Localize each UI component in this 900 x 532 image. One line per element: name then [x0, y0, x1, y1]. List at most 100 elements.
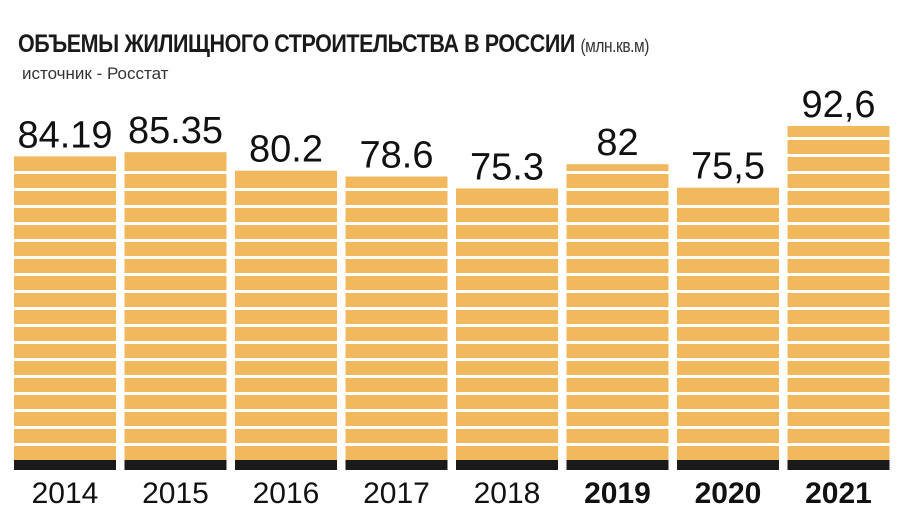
- bar-stripe: [235, 188, 337, 191]
- bar-base-2020: [677, 460, 779, 470]
- bar-stripe: [124, 375, 227, 378]
- bar-stripe: [677, 341, 779, 344]
- bar-group-2019: 82 2019: [566, 122, 669, 510]
- bar-stripe: [124, 409, 227, 412]
- bar-stripe: [14, 443, 116, 446]
- bar-stripe: [345, 324, 448, 327]
- bar-stripe: [14, 205, 116, 208]
- bar-stripe: [14, 426, 116, 429]
- bar-stripe: [124, 358, 227, 361]
- bar-stripe: [456, 222, 558, 225]
- bar-2015: [124, 152, 227, 461]
- bar-stripe: [787, 171, 890, 174]
- bar-stripe: [14, 375, 116, 378]
- bar-stripe: [235, 205, 337, 208]
- bar-stripe: [456, 375, 558, 378]
- bar-stripe: [14, 341, 116, 344]
- bar-stripe: [787, 256, 890, 259]
- bar-stripe: [345, 205, 448, 208]
- bar-stripe: [124, 307, 227, 310]
- bar-stripe: [235, 375, 337, 378]
- category-label-2019: 2019: [584, 477, 651, 510]
- bar-group-2020: 75,5 2020: [677, 146, 779, 510]
- bar-stripe: [677, 222, 779, 225]
- value-label-2020: 75,5: [691, 146, 765, 188]
- bar-stripe: [677, 443, 779, 446]
- bar-stripe: [787, 324, 890, 327]
- bar-stripe: [566, 324, 669, 327]
- bar-stripe: [677, 375, 779, 378]
- bar-stripe: [345, 307, 448, 310]
- bar-group-2016: 80.2 2016: [235, 129, 337, 510]
- bar-stripe: [235, 341, 337, 344]
- bar-stripe: [235, 222, 337, 225]
- bar-base-2014: [14, 460, 116, 470]
- bar-stripe: [124, 443, 227, 446]
- bar-stripe: [456, 307, 558, 310]
- bar-stripe: [677, 273, 779, 276]
- bar-stripe: [14, 188, 116, 191]
- bar-stripe: [14, 273, 116, 276]
- bar-stripe: [124, 239, 227, 242]
- bar-stripe: [124, 205, 227, 208]
- bar-stripe: [14, 239, 116, 242]
- category-label-2018: 2018: [474, 477, 541, 510]
- bar-stripe: [235, 443, 337, 446]
- bar-base-2017: [345, 460, 448, 470]
- bar-stripe: [566, 222, 669, 225]
- bar-stripe: [235, 324, 337, 327]
- chart-title-text: ОБЪЕМЫ ЖИЛИЩНОГО СТРОИТЕЛЬСТВА В РОССИИ: [18, 30, 575, 58]
- bar-stripe: [124, 256, 227, 259]
- value-label-2014: 84.19: [17, 114, 112, 156]
- bar-stripe: [235, 290, 337, 293]
- bar-stripe: [456, 273, 558, 276]
- bar-stripe: [14, 358, 116, 361]
- bar-stripe: [345, 409, 448, 412]
- value-label-2015: 85.35: [128, 110, 223, 152]
- bar-stripe: [677, 409, 779, 412]
- category-label-2015: 2015: [142, 477, 209, 510]
- bar-stripe: [677, 358, 779, 361]
- bar-stripe: [124, 273, 227, 276]
- bar-stripe: [787, 273, 890, 276]
- bar-stripe: [345, 239, 448, 242]
- value-label-2018: 75.3: [470, 146, 544, 188]
- bar-stripe: [235, 307, 337, 310]
- bar-stripe: [566, 239, 669, 242]
- bar-stripe: [14, 222, 116, 225]
- bar-stripe: [345, 256, 448, 259]
- bar-stripe: [787, 443, 890, 446]
- bar-stripe: [124, 222, 227, 225]
- bar-stripe: [456, 341, 558, 344]
- bar-base-2016: [235, 460, 337, 470]
- bar-stripe: [566, 256, 669, 259]
- bar-stripe: [14, 409, 116, 412]
- bar-stripe: [787, 154, 890, 157]
- bar-stripe: [235, 426, 337, 429]
- bar-stripe: [456, 358, 558, 361]
- bar-stripe: [787, 392, 890, 395]
- chart-title-units: (млн.кв.м): [580, 36, 649, 56]
- bar-stripe: [787, 375, 890, 378]
- bar-stripe: [235, 409, 337, 412]
- value-label-2017: 78.6: [360, 134, 434, 176]
- bar-stripe: [787, 222, 890, 225]
- bar-stripe: [345, 426, 448, 429]
- bar-2020: [677, 187, 779, 460]
- category-label-2020: 2020: [695, 477, 762, 510]
- bar-stripe: [787, 341, 890, 344]
- bar-stripe: [14, 307, 116, 310]
- bar-stripe: [345, 375, 448, 378]
- bar-stripe: [456, 256, 558, 259]
- bar-stripe: [235, 392, 337, 395]
- bar-stripe: [677, 205, 779, 208]
- bar-group-2014: 84.19 2014: [14, 114, 116, 510]
- bar-stripe: [456, 426, 558, 429]
- bar-group-2015: 85.35 2015: [124, 110, 227, 510]
- bar-group-2018: 75.3 2018: [456, 146, 558, 510]
- bar-stripe: [14, 290, 116, 293]
- bar-stripe: [456, 239, 558, 242]
- bar-stripe: [566, 375, 669, 378]
- value-label-2016: 80.2: [249, 129, 323, 171]
